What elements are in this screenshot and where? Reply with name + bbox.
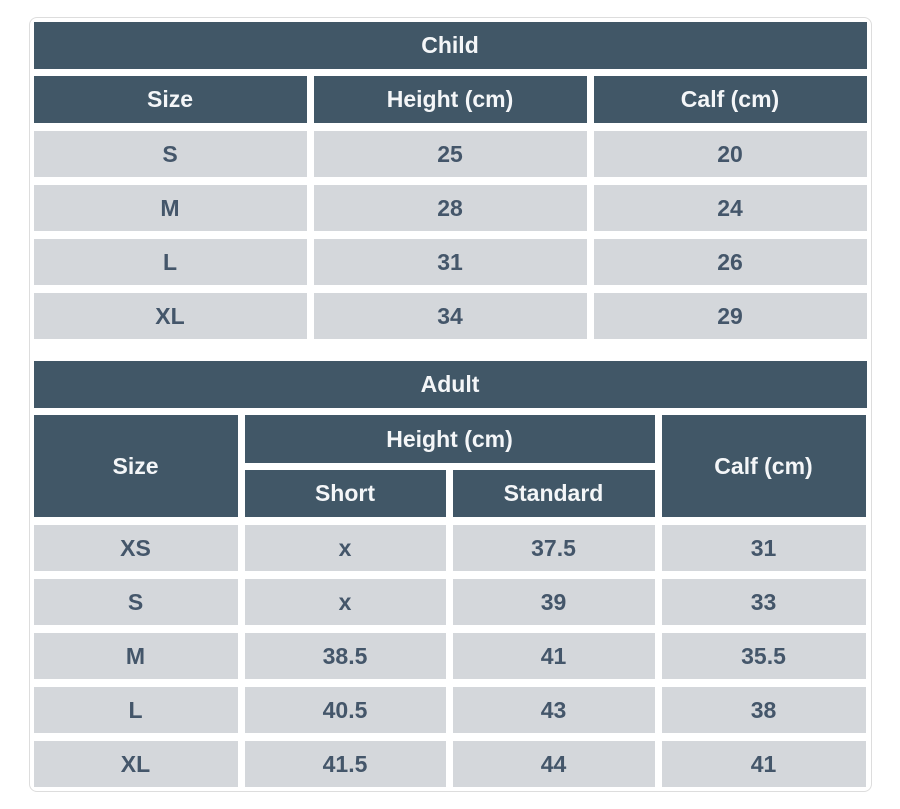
table-cell: L: [33, 687, 238, 733]
adult-col-standard: Standard: [452, 470, 655, 517]
table-cell: S: [33, 579, 238, 625]
adult-height-subcolumns: Short Standard: [244, 470, 655, 517]
adult-col-short: Short: [244, 470, 446, 517]
child-size-table: Child Size Height (cm) Calf (cm) S 25 20 M 2…: [33, 22, 867, 339]
table-cell: 44: [452, 741, 655, 787]
table-cell: M: [33, 185, 307, 231]
child-table-grid: Size Height (cm) Calf (cm) S 25 20 M 28 24 L 31…: [33, 76, 867, 339]
table-cell: XL: [33, 741, 238, 787]
child-col-size: Size: [33, 76, 307, 123]
table-cell: L: [33, 239, 307, 285]
table-cell: 25: [313, 131, 587, 177]
table-cell: 38.5: [244, 633, 446, 679]
adult-table-title: Adult: [33, 361, 867, 408]
table-cell: 37.5: [452, 525, 655, 571]
table-cell: 34: [313, 293, 587, 339]
adult-height-group: Height (cm) Short Standard: [244, 415, 655, 517]
table-cell: 24: [593, 185, 867, 231]
table-cell: 28: [313, 185, 587, 231]
child-table-title: Child: [33, 22, 867, 69]
table-cell: 43: [452, 687, 655, 733]
table-cell: M: [33, 633, 238, 679]
table-cell: XS: [33, 525, 238, 571]
table-cell: 33: [661, 579, 866, 625]
table-cell: 35.5: [661, 633, 866, 679]
table-cell: 29: [593, 293, 867, 339]
table-cell: 41: [452, 633, 655, 679]
table-cell: 39: [452, 579, 655, 625]
adult-col-calf: Calf (cm): [661, 415, 866, 517]
table-cell: S: [33, 131, 307, 177]
adult-size-table: Adult Size Height (cm) Short Standard Ca…: [33, 361, 867, 787]
table-cell: 20: [593, 131, 867, 177]
child-col-height: Height (cm): [313, 76, 587, 123]
table-cell: 38: [661, 687, 866, 733]
table-cell: x: [244, 579, 446, 625]
size-chart-frame: Child Size Height (cm) Calf (cm) S 25 20 M 2…: [28, 17, 872, 792]
child-col-calf: Calf (cm): [593, 76, 867, 123]
adult-col-size: Size: [33, 415, 238, 517]
table-cell: 31: [313, 239, 587, 285]
table-cell: XL: [33, 293, 307, 339]
adult-col-height-group: Height (cm): [244, 415, 655, 463]
adult-table-header: Size Height (cm) Short Standard Calf (cm…: [33, 415, 867, 517]
table-cell: 26: [593, 239, 867, 285]
table-cell: 31: [661, 525, 866, 571]
table-cell: x: [244, 525, 446, 571]
table-cell: 41.5: [244, 741, 446, 787]
table-cell: 41: [661, 741, 866, 787]
table-cell: 40.5: [244, 687, 446, 733]
